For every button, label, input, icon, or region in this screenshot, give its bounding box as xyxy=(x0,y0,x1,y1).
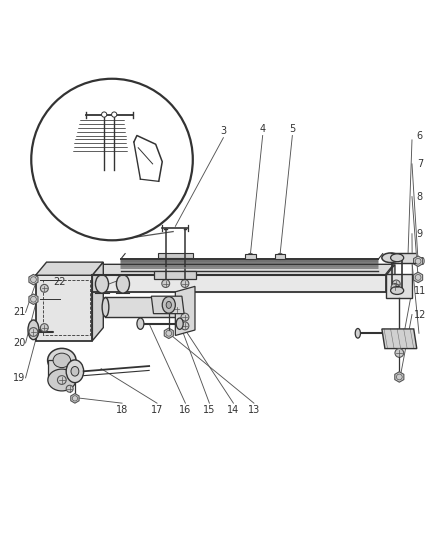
Text: 18: 18 xyxy=(116,405,128,415)
Text: 13: 13 xyxy=(248,405,260,415)
Polygon shape xyxy=(382,329,417,349)
Polygon shape xyxy=(35,262,103,275)
Ellipse shape xyxy=(95,275,109,293)
Polygon shape xyxy=(35,275,92,341)
Text: 1: 1 xyxy=(81,181,87,191)
Polygon shape xyxy=(175,286,195,335)
Text: 6: 6 xyxy=(417,131,423,141)
Circle shape xyxy=(395,349,404,357)
Ellipse shape xyxy=(391,287,404,294)
Text: 16: 16 xyxy=(179,405,191,415)
Polygon shape xyxy=(151,296,184,313)
Text: 22: 22 xyxy=(53,277,66,287)
Circle shape xyxy=(173,305,180,313)
Text: 23: 23 xyxy=(95,277,107,287)
Polygon shape xyxy=(386,264,395,292)
Ellipse shape xyxy=(71,367,79,376)
Circle shape xyxy=(57,376,66,384)
Polygon shape xyxy=(92,264,394,275)
Circle shape xyxy=(100,172,108,180)
Ellipse shape xyxy=(48,349,76,373)
Ellipse shape xyxy=(185,297,192,317)
Circle shape xyxy=(102,112,107,117)
Bar xyxy=(275,254,286,259)
Bar xyxy=(245,254,256,259)
Ellipse shape xyxy=(117,275,130,293)
Text: 10: 10 xyxy=(414,257,426,267)
Polygon shape xyxy=(395,372,404,382)
Bar xyxy=(154,271,196,279)
Ellipse shape xyxy=(162,297,175,313)
Ellipse shape xyxy=(137,318,144,329)
Text: 8: 8 xyxy=(417,192,423,201)
Circle shape xyxy=(392,280,400,288)
Ellipse shape xyxy=(391,254,404,262)
Circle shape xyxy=(29,328,38,336)
Circle shape xyxy=(277,253,283,260)
Polygon shape xyxy=(71,393,79,403)
Circle shape xyxy=(247,253,254,260)
Text: 11: 11 xyxy=(414,286,426,295)
Circle shape xyxy=(181,280,189,287)
Ellipse shape xyxy=(28,320,39,340)
Text: 9: 9 xyxy=(417,229,423,239)
Circle shape xyxy=(181,322,189,330)
Text: 2: 2 xyxy=(155,172,161,182)
Ellipse shape xyxy=(166,302,171,309)
Ellipse shape xyxy=(66,360,84,383)
Text: 3: 3 xyxy=(220,126,226,136)
Text: 17: 17 xyxy=(151,405,163,415)
Polygon shape xyxy=(413,256,423,266)
Text: 12: 12 xyxy=(413,310,426,319)
Bar xyxy=(386,274,413,298)
Ellipse shape xyxy=(53,353,71,368)
Polygon shape xyxy=(29,274,38,285)
Ellipse shape xyxy=(48,369,76,391)
Polygon shape xyxy=(386,275,413,292)
Ellipse shape xyxy=(355,328,360,338)
Circle shape xyxy=(162,280,170,287)
Polygon shape xyxy=(48,360,76,380)
Circle shape xyxy=(40,285,48,292)
Ellipse shape xyxy=(176,318,183,329)
Text: 19: 19 xyxy=(13,373,25,383)
Polygon shape xyxy=(158,253,193,258)
Text: 15: 15 xyxy=(203,405,215,415)
Circle shape xyxy=(112,112,117,117)
Polygon shape xyxy=(92,262,103,341)
Circle shape xyxy=(391,284,399,292)
Ellipse shape xyxy=(382,253,399,263)
Text: 7: 7 xyxy=(417,159,423,169)
Text: 21: 21 xyxy=(13,308,25,317)
Circle shape xyxy=(31,79,193,240)
Polygon shape xyxy=(164,328,173,338)
Polygon shape xyxy=(413,272,423,282)
Text: 4: 4 xyxy=(260,124,266,134)
Ellipse shape xyxy=(102,297,109,317)
Circle shape xyxy=(66,385,73,392)
Text: 20: 20 xyxy=(13,338,25,348)
Polygon shape xyxy=(29,294,38,304)
Circle shape xyxy=(40,324,48,332)
Text: 5: 5 xyxy=(289,124,296,134)
Circle shape xyxy=(181,313,189,321)
Text: 14: 14 xyxy=(227,405,240,415)
